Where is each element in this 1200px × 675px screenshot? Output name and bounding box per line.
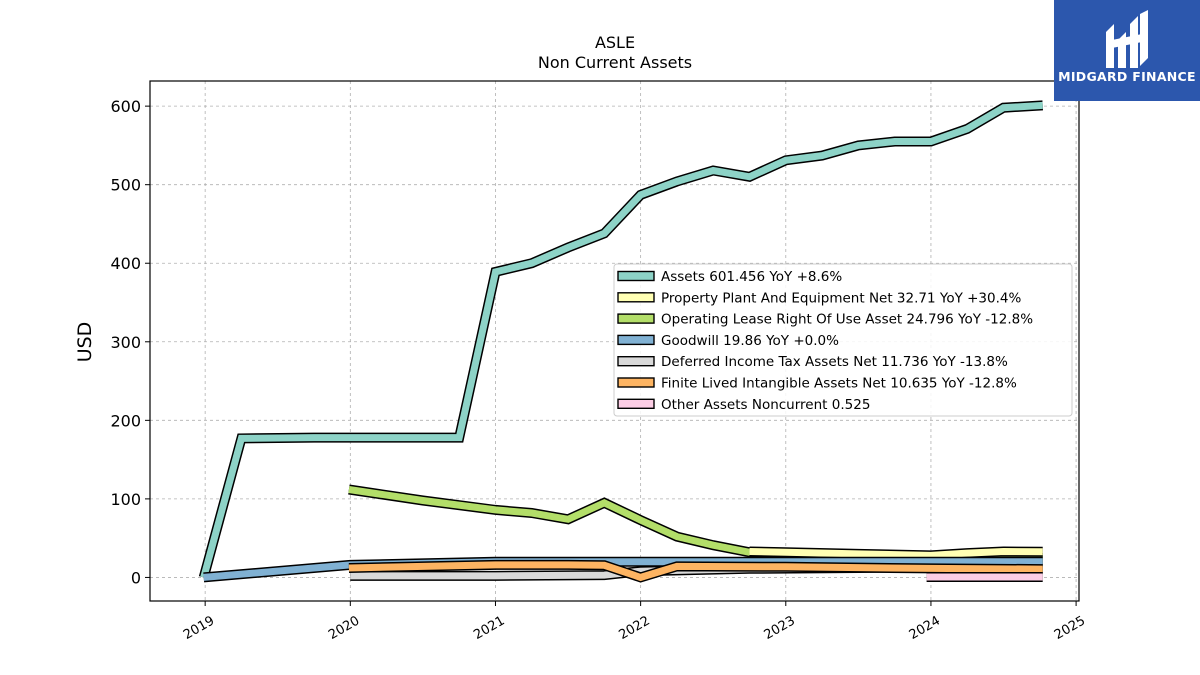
x-tick-label: 2022: [616, 613, 652, 643]
legend-label: Assets 601.456 YoY +8.6%: [661, 269, 842, 285]
legend-swatch: [617, 313, 655, 324]
legend-swatch: [617, 334, 655, 346]
series-group: [198, 100, 1043, 583]
x-tick-label: 2025: [1052, 613, 1088, 643]
y-tick-label: 600: [110, 97, 141, 116]
x-tick-label: 2024: [907, 613, 943, 643]
legend-swatch: [617, 292, 655, 303]
y-tick-label: 200: [110, 411, 141, 430]
legend-swatch: [617, 356, 655, 367]
legend-label: Other Assets Noncurrent 0.525: [661, 397, 870, 413]
series-line-finite-lived-intangible-assets-net: [348, 561, 1043, 582]
legend-label: Finite Lived Intangible Assets Net 10.63…: [661, 376, 1017, 392]
legend-label: Deferred Income Tax Assets Net 11.736 Yo…: [661, 354, 1008, 370]
x-tick-label: 2021: [471, 613, 507, 643]
y-tick-label: 400: [110, 254, 141, 273]
plot-frame: [149, 80, 1080, 602]
legend-box: [613, 263, 1073, 417]
y-tick-label: 100: [110, 490, 141, 509]
chart-title: ASLE: [595, 33, 635, 52]
brand-logo: MIDGARD FINANCE: [1054, 0, 1200, 101]
legend-label: Operating Lease Right Of Use Asset 24.79…: [661, 312, 1033, 328]
x-tick-label: 2023: [762, 613, 798, 643]
legend-label: Goodwill 19.86 YoY +0.0%: [661, 333, 839, 349]
y-tick-label: 300: [110, 333, 141, 352]
legend-swatch: [617, 377, 655, 388]
x-tick-label: 2020: [326, 613, 362, 643]
legend: Assets 601.456 YoY +8.6% Property Plant A…: [613, 263, 1073, 417]
y-axis-label: USD: [74, 322, 96, 363]
x-tick-label: 2019: [181, 613, 217, 643]
legend-swatch: [617, 270, 655, 282]
series-line-property-plant-and-equipment-net: [749, 547, 1043, 559]
chart-subtitle: Non Current Assets: [538, 53, 692, 72]
legend-label: Property Plant And Equipment Net 32.71 Y…: [661, 290, 1021, 306]
y-tick-label: 500: [110, 176, 141, 195]
y-tick-label: 0: [131, 568, 141, 587]
legend-swatch: [617, 398, 655, 409]
logo-text: MIDGARD FINANCE: [1058, 69, 1196, 84]
series-line-assets: [200, 101, 1043, 579]
midgard-logo-icon: [1106, 10, 1148, 68]
series-outline-operating-lease-right-of-use-asset: [348, 484, 1043, 563]
